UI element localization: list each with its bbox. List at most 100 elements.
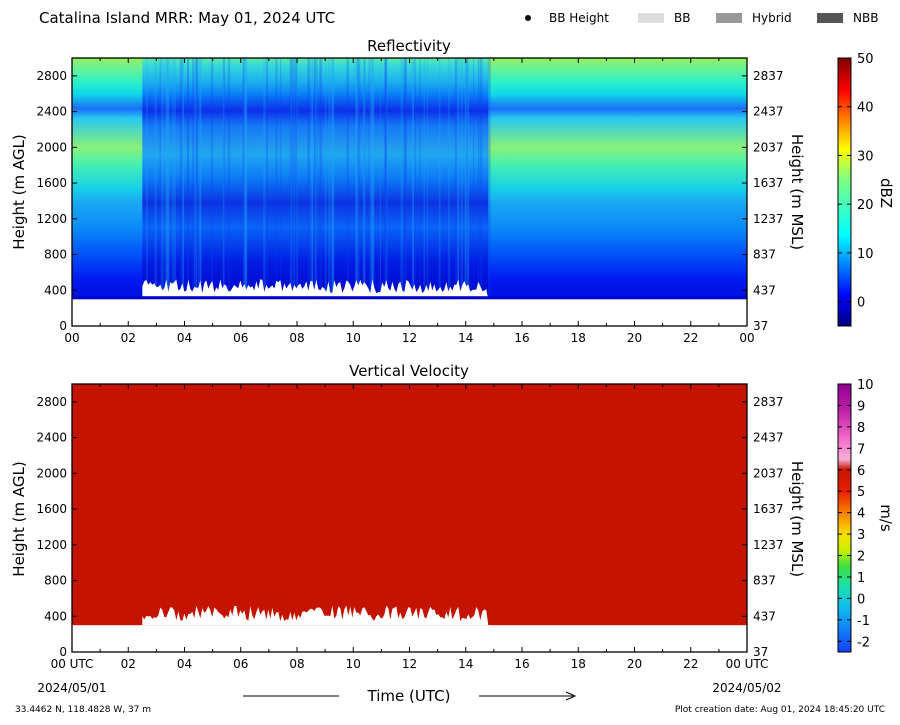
reflectivity-streak: [380, 58, 381, 299]
reflectivity-streak: [196, 58, 198, 299]
reflectivity-streak: [427, 58, 428, 299]
reflectivity-streak: [146, 58, 148, 299]
y-tick-label-right: 1237: [753, 212, 784, 226]
x-tick-label: 00: [64, 331, 79, 345]
reflectivity-streak: [228, 58, 230, 299]
reflectivity-streak: [461, 58, 463, 299]
y-tick-label-left: 2800: [36, 69, 67, 83]
reflectivity-streak: [363, 58, 365, 299]
x-tick-label: 14: [458, 657, 473, 671]
colorbar-tick-label: 9: [857, 399, 865, 414]
colorbar-tick-label: 1: [857, 571, 865, 586]
y-tick-label-left: 800: [44, 574, 67, 588]
plot-creation-date: Plot creation date: Aug 01, 2024 18:45:2…: [675, 705, 885, 715]
x-tick-label: 20: [627, 657, 642, 671]
reflectivity-streak: [369, 58, 370, 299]
y-tick-label-left: 1600: [36, 176, 67, 190]
reflectivity-ylabel-left: Height (m AGL): [10, 134, 28, 249]
station-coordinates: 33.4462 N, 118.4828 W, 37 m: [15, 705, 151, 715]
y-tick-label-right: 2837: [753, 395, 784, 409]
colorbar-tick-label: 10: [857, 378, 874, 393]
x-tick-label: 12: [402, 657, 417, 671]
x-date-right: 2024/05/02: [712, 681, 781, 695]
y-tick-label-left: 1200: [36, 538, 67, 552]
colorbar-tick-label: 6: [857, 464, 865, 479]
reflectivity-streak: [478, 58, 479, 299]
reflectivity-streak: [317, 58, 318, 299]
reflectivity-streak: [192, 58, 194, 299]
reflectivity-streak: [280, 58, 281, 299]
x-tick-label: 20: [627, 331, 642, 345]
colorbar-tick-label: 3: [857, 528, 865, 543]
y-tick-label-right: 1637: [753, 176, 784, 190]
reflectivity-title: Reflectivity: [367, 37, 451, 55]
reflectivity-streak: [357, 58, 360, 299]
velocity-title: Vertical Velocity: [349, 362, 469, 380]
reflectivity-streak: [166, 58, 169, 299]
x-date-left: 2024/05/01: [37, 681, 106, 695]
y-tick-label-left: 1200: [36, 212, 67, 226]
colorbar-tick-label: 0: [857, 296, 865, 311]
colorbar-tick-label: 10: [857, 247, 874, 262]
colorbar-tick-label: 7: [857, 442, 865, 457]
reflectivity-streak: [455, 58, 457, 299]
x-tick-label: 08: [289, 331, 304, 345]
reflectivity-streak: [244, 58, 247, 299]
x-tick-label: 16: [514, 657, 529, 671]
reflectivity-streak: [346, 58, 349, 299]
colorbar-tick-label: 2: [857, 550, 865, 565]
y-tick-label-right: 837: [753, 248, 776, 262]
reflectivity-colorbar: [838, 58, 851, 326]
reflectivity-streak: [200, 58, 202, 299]
x-tick-label: 22: [683, 657, 698, 671]
colorbar-tick-label: -1: [857, 614, 870, 629]
reflectivity-streak: [403, 58, 406, 299]
y-tick-label-left: 2000: [36, 466, 67, 480]
x-tick-label: 04: [177, 331, 192, 345]
y-tick-label-left: 1600: [36, 502, 67, 516]
reflectivity-streak: [314, 58, 316, 299]
reflectivity-streak: [384, 58, 387, 299]
reflectivity-streak: [412, 58, 414, 299]
reflectivity-streak: [320, 58, 322, 299]
y-tick-label-right: 1637: [753, 502, 784, 516]
reflectivity-streak: [439, 58, 441, 299]
reflectivity-streak: [372, 58, 374, 299]
reflectivity-colorbar-label: dBZ: [877, 178, 895, 208]
velocity-ylabel-right: Height (m MSL): [788, 461, 806, 577]
x-tick-label: 04: [177, 657, 192, 671]
velocity-colorbar: [838, 384, 851, 652]
reflectivity-streak: [172, 58, 175, 299]
y-tick-label-left: 2800: [36, 395, 67, 409]
reflectivity-streak: [328, 58, 330, 299]
reflectivity-streak: [180, 58, 183, 299]
reflectivity-streak: [325, 58, 327, 299]
x-tick-label: 00 UTC: [51, 657, 94, 671]
y-tick-label-left: 400: [44, 283, 67, 297]
colorbar-tick-label: 20: [857, 198, 874, 213]
reflectivity-streak: [263, 58, 265, 299]
x-tick-label: 06: [233, 657, 248, 671]
reflectivity-streak: [211, 58, 213, 299]
x-tick-label: 02: [121, 331, 136, 345]
y-tick-label-right: 2037: [753, 466, 784, 480]
reflectivity-streak: [182, 58, 184, 299]
reflectivity-streak: [187, 58, 189, 299]
reflectivity-streak: [295, 58, 297, 299]
reflectivity-streak: [266, 58, 268, 299]
y-tick-label-right: 2837: [753, 69, 784, 83]
reflectivity-streak: [488, 58, 491, 299]
reflectivity-streak: [400, 58, 403, 299]
reflectivity-streak: [161, 58, 164, 299]
colorbar-tick-label: 8: [857, 421, 865, 436]
y-tick-label-right: 437: [753, 283, 776, 297]
x-tick-label: 14: [458, 331, 473, 345]
x-tick-label: 08: [289, 657, 304, 671]
reflectivity-streak: [415, 58, 416, 299]
colorbar-tick-label: 50: [857, 52, 874, 67]
colorbar-tick-label: 30: [857, 149, 874, 164]
reflectivity-ylabel-right: Height (m MSL): [788, 134, 806, 250]
reflectivity-base-layer: [72, 296, 747, 299]
y-tick-label-left: 400: [44, 609, 67, 623]
reflectivity-streak: [160, 58, 161, 299]
